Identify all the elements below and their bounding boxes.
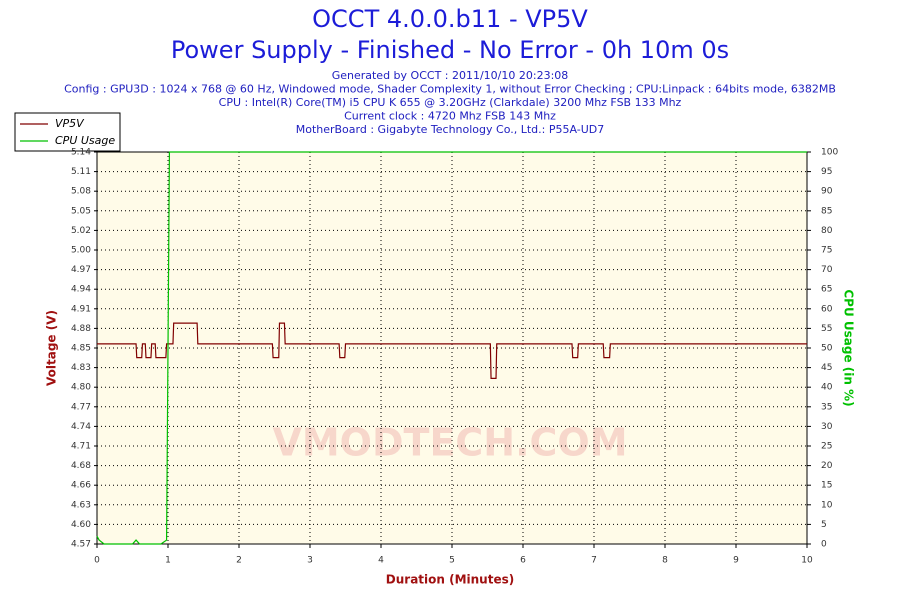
- x-tick-label: 7: [591, 556, 597, 566]
- y-tick-label: 4.80: [71, 383, 91, 393]
- x-tick-label: 1: [165, 556, 171, 566]
- x-tick-label: 10: [801, 556, 813, 566]
- series-line: [96, 151, 807, 545]
- info-line: Current clock : 4720 Mhz FSB 143 Mhz: [344, 110, 556, 123]
- x-tick-label: 6: [520, 556, 526, 566]
- y-tick-label: 5.08: [71, 187, 91, 197]
- y-tick-label: 5.11: [71, 167, 91, 177]
- y2-tick-label: 50: [821, 344, 833, 354]
- y-tick-label: 4.63: [71, 500, 91, 510]
- watermark: VMODTECH.COM: [272, 421, 627, 465]
- y-tick-label: 4.68: [71, 461, 91, 471]
- legend-label: VP5V: [55, 117, 85, 130]
- y2-tick-label: 65: [821, 285, 832, 295]
- y-tick-label: 5.05: [71, 206, 91, 216]
- y-tick-label: 4.74: [71, 422, 91, 432]
- y-tick-label: 5.02: [71, 226, 91, 236]
- y2-tick-label: 95: [821, 167, 832, 177]
- y2-tick-label: 5: [821, 520, 827, 530]
- y2-tick-label: 70: [821, 265, 833, 275]
- y2-tick-label: 30: [821, 422, 833, 432]
- x-tick-label: 9: [733, 556, 739, 566]
- y2-tick-label: 35: [821, 402, 832, 412]
- y2-tick-label: 100: [821, 148, 838, 158]
- y2-tick-label: 15: [821, 481, 832, 491]
- info-line: CPU : Intel(R) Core(TM) i5 CPU K 655 @ 3…: [219, 96, 682, 109]
- y2-tick-label: 10: [821, 500, 833, 510]
- y-axis-label: Voltage (V): [45, 310, 59, 386]
- series-line: [97, 322, 807, 379]
- y-tick-label: 4.85: [71, 344, 91, 354]
- y2-tick-label: 85: [821, 206, 832, 216]
- y-tick-label: 4.71: [71, 442, 91, 452]
- x-tick-label: 4: [378, 556, 384, 566]
- y-tick-label: 4.60: [71, 520, 91, 530]
- y-tick-label: 4.57: [71, 540, 91, 550]
- x-tick-label: 8: [662, 556, 668, 566]
- y-tick-label: 4.66: [71, 481, 91, 491]
- y-tick-label: 5.00: [71, 246, 91, 256]
- y2-tick-label: 60: [821, 304, 833, 314]
- x-tick-label: 2: [236, 556, 242, 566]
- x-tick-label: 5: [449, 556, 455, 566]
- x-tick-label: 3: [307, 556, 313, 566]
- y2-tick-label: 75: [821, 246, 832, 256]
- chart-title: OCCT 4.0.0.b11 - VP5V: [312, 5, 588, 33]
- y-tick-label: 4.94: [71, 285, 91, 295]
- y-tick-label: 4.77: [71, 402, 91, 412]
- y-tick-label: 4.88: [71, 324, 91, 334]
- legend: [14, 112, 121, 152]
- x-tick-label: 0: [94, 556, 100, 566]
- info-line: MotherBoard : Gigabyte Technology Co., L…: [296, 123, 605, 136]
- y2-tick-label: 45: [821, 363, 832, 373]
- y2-tick-label: 25: [821, 442, 832, 452]
- y-tick-label: 4.83: [71, 363, 91, 373]
- y2-axis-label: CPU Usage (in %): [842, 289, 856, 406]
- y-tick-label: 5.14: [71, 148, 91, 158]
- x-axis-label: Duration (Minutes): [386, 573, 514, 587]
- info-line: Config : GPU3D : 1024 x 768 @ 60 Hz, Win…: [64, 83, 836, 96]
- info-line: Generated by OCCT : 2011/10/10 20:23:08: [332, 69, 569, 82]
- y2-tick-label: 0: [821, 540, 827, 550]
- y2-tick-label: 80: [821, 226, 833, 236]
- chart-subtitle: Power Supply - Finished - No Error - 0h …: [171, 36, 729, 64]
- y2-tick-label: 40: [821, 383, 833, 393]
- y2-tick-label: 90: [821, 187, 833, 197]
- y2-tick-label: 55: [821, 324, 832, 334]
- y-tick-label: 4.91: [71, 304, 91, 314]
- y2-tick-label: 20: [821, 461, 833, 471]
- legend-label: CPU Usage: [55, 134, 115, 147]
- y-tick-label: 4.97: [71, 265, 91, 275]
